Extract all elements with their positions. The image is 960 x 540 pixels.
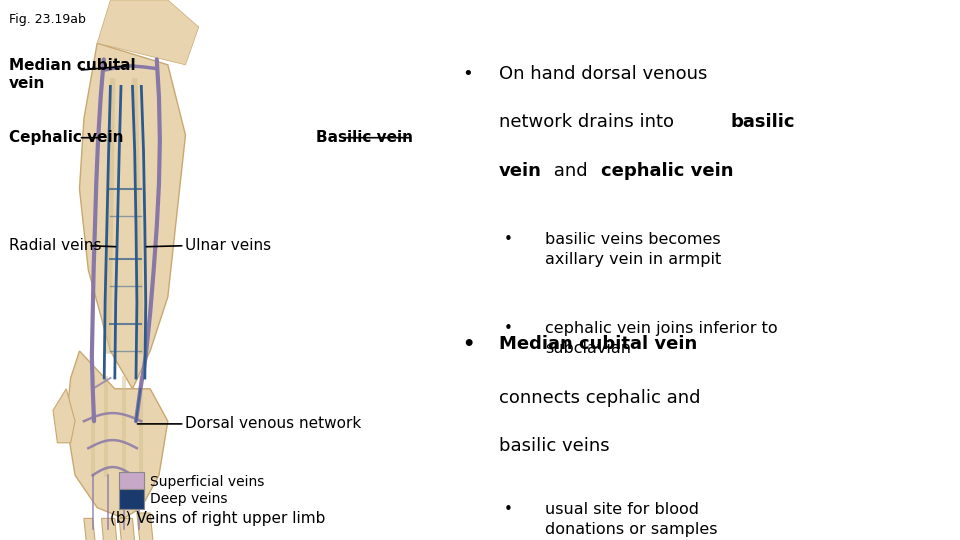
- Polygon shape: [137, 513, 155, 540]
- Text: cephalic vein: cephalic vein: [601, 162, 733, 180]
- Text: and: and: [548, 162, 593, 180]
- Text: •: •: [504, 321, 513, 336]
- Text: On hand dorsal venous: On hand dorsal venous: [498, 65, 707, 83]
- Text: Basilic vein: Basilic vein: [316, 130, 413, 145]
- Text: basilic veins: basilic veins: [498, 437, 610, 455]
- Text: Fig. 23.19ab: Fig. 23.19ab: [9, 14, 85, 26]
- Text: •: •: [463, 335, 474, 354]
- Text: Cephalic vein: Cephalic vein: [9, 130, 123, 145]
- Text: basilic: basilic: [731, 113, 796, 131]
- Text: Superficial veins: Superficial veins: [150, 475, 265, 489]
- Text: usual site for blood
donations or samples: usual site for blood donations or sample…: [545, 502, 718, 537]
- Text: Ulnar veins: Ulnar veins: [185, 238, 272, 253]
- Text: Radial veins: Radial veins: [9, 238, 102, 253]
- Text: •: •: [463, 65, 473, 83]
- Text: vein: vein: [498, 162, 541, 180]
- Polygon shape: [66, 351, 168, 518]
- Text: connects cephalic and: connects cephalic and: [498, 389, 700, 407]
- Polygon shape: [84, 518, 97, 540]
- Text: (b) Veins of right upper limb: (b) Veins of right upper limb: [110, 511, 325, 526]
- Text: network drains into: network drains into: [498, 113, 680, 131]
- Polygon shape: [119, 518, 137, 540]
- Polygon shape: [102, 518, 119, 540]
- Polygon shape: [80, 43, 185, 389]
- Text: cephalic vein joins inferior to
subclavian: cephalic vein joins inferior to subclavi…: [545, 321, 778, 356]
- Text: •: •: [504, 232, 513, 247]
- Text: Median cubital
vein: Median cubital vein: [9, 58, 135, 91]
- Polygon shape: [97, 0, 199, 65]
- Text: Median cubital vein: Median cubital vein: [498, 335, 697, 353]
- Text: basilic veins becomes
axillary vein in armpit: basilic veins becomes axillary vein in a…: [545, 232, 722, 267]
- FancyBboxPatch shape: [119, 489, 144, 509]
- Text: Dorsal venous network: Dorsal venous network: [185, 416, 362, 431]
- Polygon shape: [53, 389, 75, 443]
- Text: Deep veins: Deep veins: [150, 492, 228, 506]
- Text: •: •: [504, 502, 513, 517]
- FancyBboxPatch shape: [119, 472, 144, 491]
